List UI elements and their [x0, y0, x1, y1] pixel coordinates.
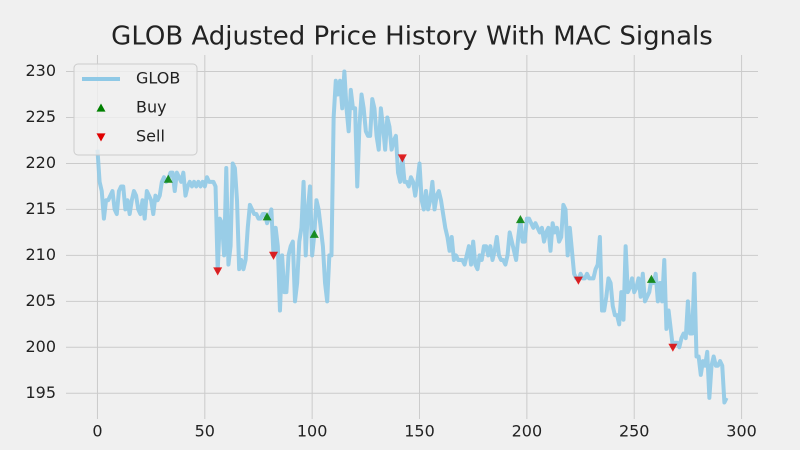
signal-marker — [397, 154, 407, 163]
x-tick-label: 200 — [512, 422, 543, 441]
signal-marker — [646, 274, 656, 283]
y-tick-label: 200 — [25, 337, 56, 356]
legend-label: Buy — [136, 98, 167, 117]
signal-marker — [213, 267, 223, 276]
signal-marker — [262, 212, 272, 221]
legend-label: Sell — [136, 127, 165, 146]
x-tick-label: 150 — [404, 422, 435, 441]
x-tick-label: 100 — [297, 422, 328, 441]
y-tick-label: 210 — [25, 245, 56, 264]
y-tick-label: 205 — [25, 291, 56, 310]
signal-marker — [269, 251, 279, 260]
signal-marker — [573, 276, 583, 285]
legend-marker — [96, 103, 106, 112]
y-tick-label: 220 — [25, 153, 56, 172]
legend-box — [73, 63, 198, 156]
price-line — [95, 69, 729, 405]
signal-marker — [668, 343, 678, 352]
legend-marker — [96, 133, 106, 142]
y-tick-label: 225 — [25, 107, 56, 126]
y-tick-label: 215 — [25, 199, 56, 218]
chart-title: GLOB Adjusted Price History With MAC Sig… — [111, 22, 713, 52]
legend-label: GLOB — [136, 69, 180, 88]
y-tick-label: 195 — [25, 383, 56, 402]
signal-marker — [163, 174, 173, 183]
x-tick-label: 250 — [619, 422, 650, 441]
signal-marker — [515, 215, 525, 224]
x-tick-label: 50 — [195, 422, 215, 441]
x-tick-label: 0 — [92, 422, 102, 441]
y-tick-label: 230 — [25, 61, 56, 80]
signal-marker — [309, 229, 319, 238]
x-tick-label: 300 — [726, 422, 757, 441]
